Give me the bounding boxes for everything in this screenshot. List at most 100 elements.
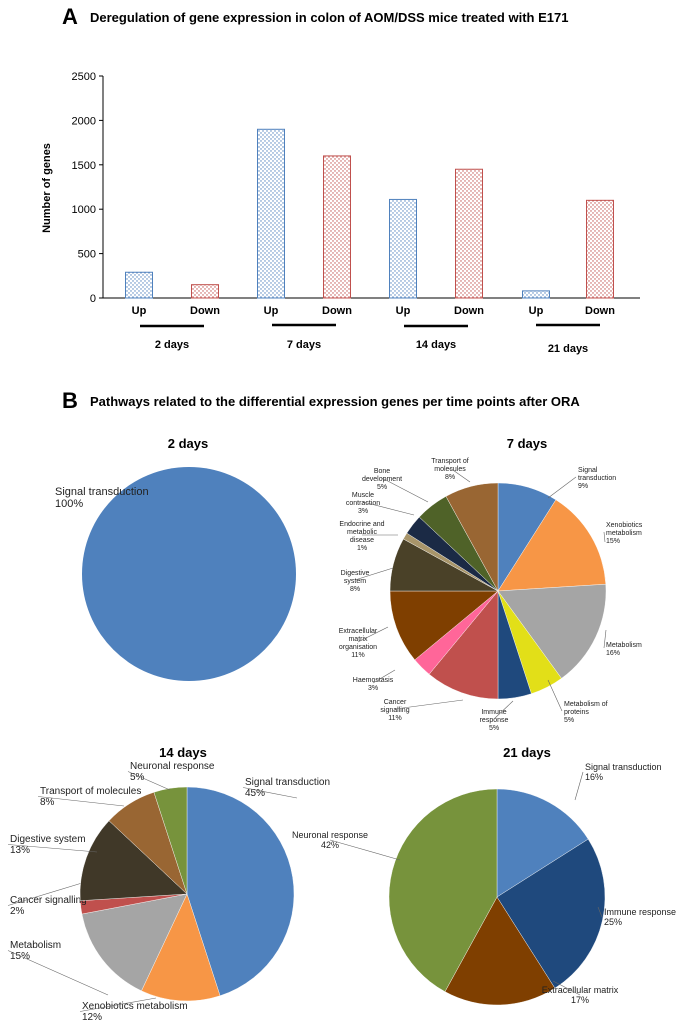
pie-title-14-days: 14 days — [159, 745, 207, 760]
bar-label-21-days-down: Down — [585, 305, 615, 317]
slice-name-line: metabolic — [347, 529, 377, 536]
slice-label-21-days-neuronal-response: Neuronal response 42% — [292, 830, 368, 850]
slice-name-line: Cancer signalling — [10, 895, 87, 906]
slice-label-7-days-metabolism: Metabolism 16% — [606, 642, 642, 657]
y-tick-label: 1000 — [72, 204, 96, 216]
slice-pct: 42% — [321, 840, 339, 850]
bar-14-days-down — [455, 168, 483, 299]
panel-b-letter: B — [62, 388, 78, 413]
pie-21-days: Signal transduction 16% Immune response 25%… — [292, 762, 676, 1006]
slice-name-line: Signal transduction — [245, 777, 330, 788]
pie-2-days: Signal transduction 100% — [55, 467, 296, 681]
leader-line — [7, 844, 98, 853]
slice-name-line: response — [480, 717, 509, 724]
panel-a-title: Deregulation of gene expression in colon… — [90, 10, 568, 25]
pie-title-21-days: 21 days — [503, 745, 551, 760]
y-tick-label: 1500 — [72, 160, 96, 172]
y-tick-label: 2500 — [72, 71, 96, 83]
slice-name-line: Immune — [481, 709, 506, 716]
slice-name-line: Cancer — [384, 699, 407, 706]
slice-7-days-metabolism — [497, 584, 607, 679]
leader-line — [242, 787, 298, 799]
slice-pct: 5% — [564, 717, 574, 724]
bar-14-days-up — [389, 198, 417, 299]
bar-2-days-down — [191, 284, 219, 299]
slice-label-7-days-immune-response: Immune response 5% — [480, 709, 509, 732]
bar-21-days-down — [586, 199, 614, 299]
slice-pct: 13% — [10, 845, 30, 856]
slice-label-7-days-endocrine-and-metabolic-disease: Endocrine and metabolic disease 1% — [339, 521, 384, 552]
slice-label-7-days-metabolism-of-proteins: Metabolism of proteins 5% — [564, 701, 608, 724]
slice-label-21-days-extracellular-matrix: Extracellular matrix 17% — [542, 985, 619, 1005]
bars: Up Down Up Down Up Down Up Down 2 days 7 days 14 d… — [125, 128, 615, 355]
leader-line — [381, 477, 429, 503]
slice-label-7-days-extracellular-matrix-organisation: Extracellular matrix organisation 11% — [339, 628, 378, 659]
slice-7-days-transport-of-molecules — [445, 482, 499, 592]
slice-name-line: Haemostasis — [353, 677, 394, 684]
slice-pct: 100% — [55, 498, 83, 510]
slice-pct: 5% — [130, 772, 145, 783]
slice-name-line: Endocrine and — [339, 521, 384, 528]
slice-name-line: proteins — [564, 709, 589, 716]
group-label-7-days: 7 days — [287, 339, 321, 351]
bar-label-14-days-down: Down — [454, 305, 484, 317]
slice-name-line: Digestive system — [10, 834, 86, 845]
slice-name-line: Extracellular — [339, 628, 378, 635]
slice-pct: 8% — [40, 797, 55, 808]
slice-14-days-xenobiotics-metabolism — [141, 893, 221, 1002]
slice-21-days-extracellular-matrix — [444, 896, 556, 1006]
slice-pct: 16% — [585, 772, 603, 782]
slice-label-7-days-digestive-system: Digestive system 8% — [341, 570, 370, 593]
slice-name-line: signalling — [380, 707, 409, 714]
slice-name-line: organisation — [339, 644, 377, 651]
panel-b-title: Pathways related to the differential exp… — [90, 394, 580, 409]
slice-pct: 2% — [10, 906, 25, 917]
leader-line — [597, 906, 603, 918]
leader-line — [354, 567, 394, 581]
leader-line — [127, 771, 171, 791]
slice-name-line: Metabolism — [606, 642, 642, 649]
slice-pct: 8% — [350, 586, 360, 593]
slice-7-days-cancer-signalling — [428, 590, 499, 700]
slice-21-days-immune-response — [496, 838, 606, 989]
slice-21-days-neuronal-response — [388, 788, 498, 992]
slice-label-14-days-xenobiotics-metabolism: Xenobiotics metabolism 12% — [82, 1001, 188, 1023]
slice-pct: 11% — [351, 652, 365, 659]
slice-name-line: Extracellular matrix — [542, 985, 619, 995]
slice-pct: 5% — [377, 484, 387, 491]
leader-line — [449, 467, 471, 483]
y-tick-label: 0 — [90, 293, 96, 305]
leader-line — [547, 679, 563, 712]
slice-pct: 17% — [571, 995, 589, 1005]
slice-7-days-extracellular-matrix-organisation — [389, 590, 499, 661]
slice-2-days-signal-transduction — [82, 467, 296, 681]
y-tick-label: 500 — [78, 249, 96, 261]
slice-pct: 12% — [82, 1012, 102, 1023]
leader-line — [603, 629, 607, 649]
slice-pct: 3% — [368, 685, 378, 692]
slice-pct: 15% — [606, 538, 620, 545]
slice-pct: 8% — [445, 474, 455, 481]
slice-label-14-days-cancer-signalling: Cancer signalling 2% — [10, 895, 87, 917]
pie-title-2-days: 2 days — [168, 436, 208, 451]
bar-2-days-up — [125, 271, 153, 299]
pie-7-days: Signal transduction 9% Xenobiotics metabolis… — [339, 458, 643, 732]
slice-pct: 5% — [489, 725, 499, 732]
slice-name-line: Transport of molecules — [40, 786, 141, 797]
slice-label-14-days-digestive-system: Digestive system 13% — [10, 834, 86, 856]
slice-name-line: Metabolism — [10, 940, 61, 951]
slice-name-line: metabolism — [606, 530, 642, 537]
leader-line — [603, 531, 606, 543]
bar-21-days-up — [522, 290, 550, 299]
slice-pct: 1% — [357, 545, 367, 552]
bar-label-2-days-up: Up — [132, 305, 147, 317]
slice-label-14-days-signal-transduction: Signal transduction 45% — [245, 777, 330, 799]
leader-line — [493, 700, 514, 720]
bar-label-7-days-up: Up — [264, 305, 279, 317]
slice-name-line: Bone — [374, 468, 390, 475]
leader-line — [329, 839, 401, 861]
leader-line — [574, 771, 584, 801]
bar-label-7-days-down: Down — [322, 305, 352, 317]
slice-pct: 45% — [245, 788, 265, 799]
